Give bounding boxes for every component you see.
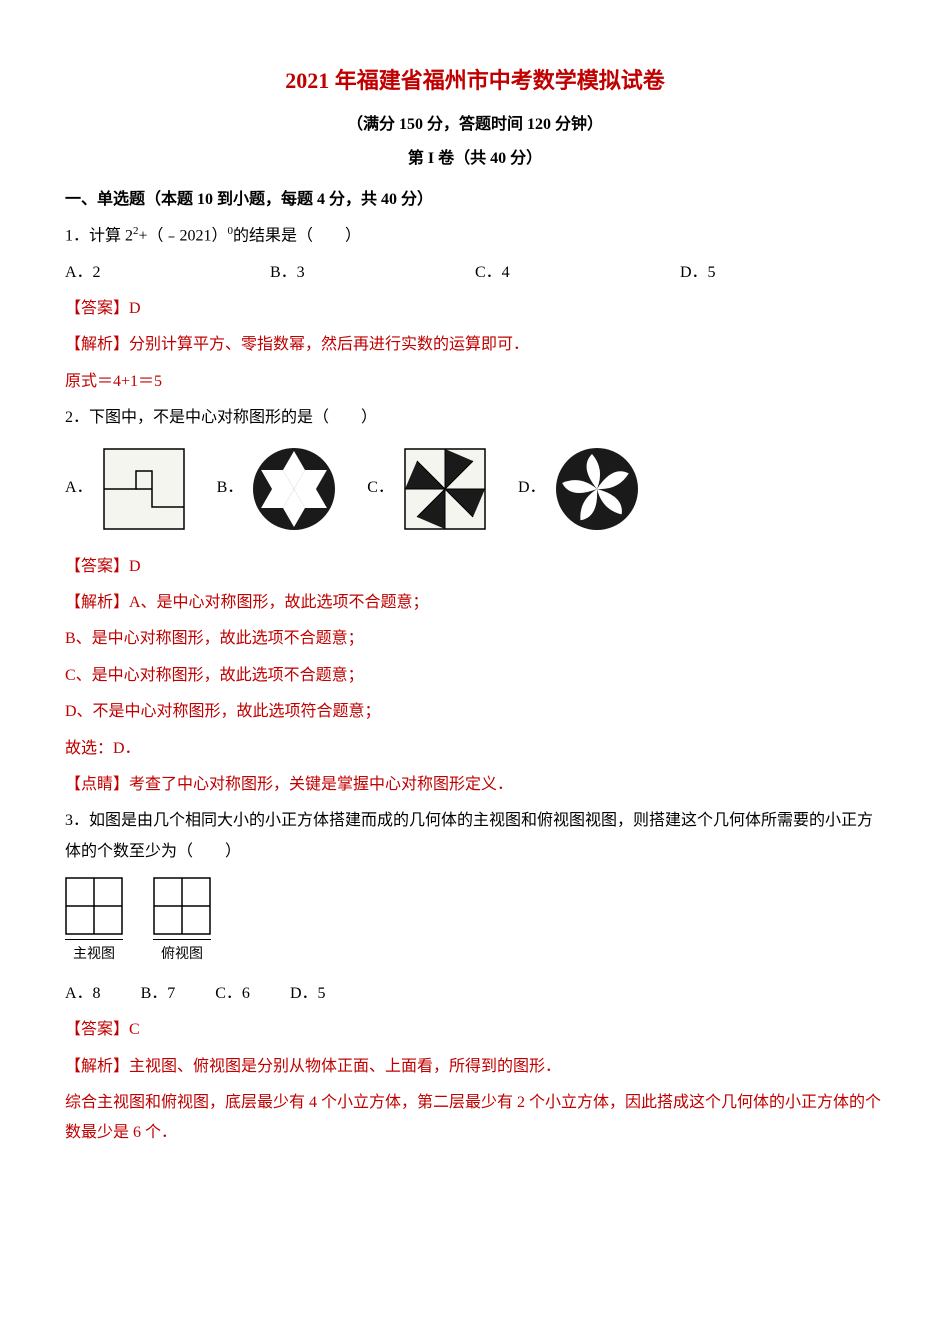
q2-labelC: C． — [367, 473, 394, 503]
q1-work: 原式＝4+1＝5 — [65, 367, 885, 397]
section-label: 第 I 卷（共 40 分） — [65, 144, 885, 174]
q1-mid: +（﹣2021） — [139, 227, 228, 244]
figure-d-icon — [554, 446, 640, 532]
q3-view2-label: 俯视图 — [153, 939, 211, 969]
q1-optB: B．3 — [270, 258, 475, 288]
q3-optD: D．5 — [290, 979, 326, 1009]
exam-title: 2021 年福建省福州市中考数学模拟试卷 — [65, 60, 885, 102]
q3-optC: C．6 — [215, 979, 250, 1009]
q1-answer: 【答案】D — [65, 294, 885, 324]
figure-b-icon — [251, 446, 337, 532]
q3-stem: 3．如图是由几个相同大小的小正方体搭建而成的几何体的主视图和俯视图视图，则搭建这… — [65, 806, 885, 867]
q3-optB: B．7 — [141, 979, 176, 1009]
q3-figures: 主视图 俯视图 — [65, 877, 885, 969]
q1-prefix: 1．计算 2 — [65, 227, 133, 244]
q1-suffix: 的结果是（ ） — [233, 227, 361, 244]
marks-info: （满分 150 分，答题时间 120 分钟） — [65, 110, 885, 140]
q2-point: 【点睛】考查了中心对称图形，关键是掌握中心对称图形定义． — [65, 770, 885, 800]
q2-figD: D． — [518, 446, 640, 532]
q2-figB: B． — [217, 446, 338, 532]
q2-labelA: A． — [65, 473, 93, 503]
figure-c-icon — [402, 446, 488, 532]
q1-stem: 1．计算 22+（﹣2021）0的结果是（ ） — [65, 221, 885, 252]
q3-view1-label: 主视图 — [65, 939, 123, 969]
q2-figC: C． — [367, 446, 488, 532]
q2-stem: 2．下图中，不是中心对称图形的是（ ） — [65, 403, 885, 433]
q2-labelB: B． — [217, 473, 244, 503]
q2-answer: 【答案】D — [65, 552, 885, 582]
part1-header: 一、单选题（本题 10 到小题，每题 4 分，共 40 分） — [65, 185, 885, 215]
q3-analysis: 【解析】主视图、俯视图是分别从物体正面、上面看，所得到的图形． — [65, 1052, 885, 1082]
q2-labelD: D． — [518, 473, 546, 503]
q2-analysisB: B、是中心对称图形，故此选项不合题意； — [65, 624, 885, 654]
figure-a-icon — [101, 446, 187, 532]
q3-optA: A．8 — [65, 979, 101, 1009]
q2-figA: A． — [65, 446, 187, 532]
top-view-icon — [153, 877, 211, 935]
q2-analysisD: D、不是中心对称图形，故此选项符合题意； — [65, 697, 885, 727]
q2-analysisA: 【解析】A、是中心对称图形，故此选项不合题意； — [65, 588, 885, 618]
q2-figures: A． B． C． — [65, 446, 885, 532]
q1-optD: D．5 — [680, 258, 885, 288]
q1-analysis: 【解析】分别计算平方、零指数幂，然后再进行实数的运算即可． — [65, 330, 885, 360]
q2-conclusion: 故选：D． — [65, 734, 885, 764]
q3-detail: 综合主视图和俯视图，底层最少有 4 个小立方体，第二层最少有 2 个小立方体，因… — [65, 1088, 885, 1149]
q3-answer: 【答案】C — [65, 1015, 885, 1045]
q1-optC: C．4 — [475, 258, 680, 288]
q2-analysisC: C、是中心对称图形，故此选项不合题意； — [65, 661, 885, 691]
q3-top-view: 俯视图 — [153, 877, 211, 969]
q1-options: A．2 B．3 C．4 D．5 — [65, 258, 885, 288]
q1-optA: A．2 — [65, 258, 270, 288]
q3-options: A．8 B．7 C．6 D．5 — [65, 979, 885, 1009]
q3-front-view: 主视图 — [65, 877, 123, 969]
front-view-icon — [65, 877, 123, 935]
